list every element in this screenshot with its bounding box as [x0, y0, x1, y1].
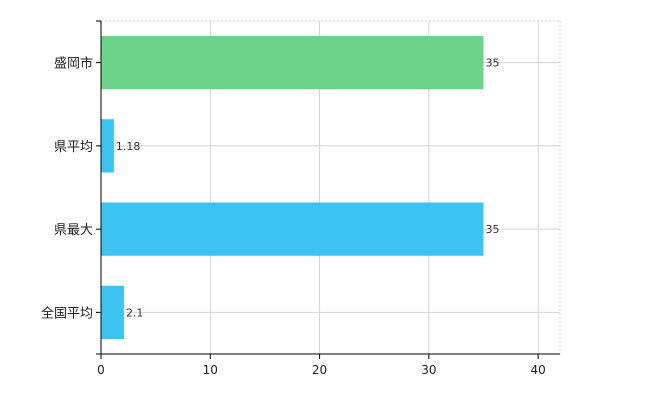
bar-2: [101, 202, 484, 256]
data-label-3: 2.1: [126, 306, 144, 319]
x-tick-label: 0: [97, 363, 105, 377]
category-label-2: 県最大: [54, 223, 93, 238]
data-label-0: 35: [486, 57, 500, 70]
bar-0: [101, 35, 484, 90]
bars: [101, 35, 484, 340]
x-tick-label: 30: [421, 363, 436, 377]
x-tick-label: 40: [531, 363, 546, 377]
x-tick-label: 10: [203, 363, 218, 377]
axes: [96, 20, 560, 359]
category-label-0: 盛岡市: [54, 56, 93, 72]
bar-1: [101, 119, 114, 173]
data-label-2: 35: [486, 223, 500, 236]
category-label-1: 県平均: [54, 140, 93, 155]
category-label-3: 全国平均: [41, 305, 93, 321]
data-label-1: 1.18: [116, 140, 141, 153]
x-tick-label: 20: [312, 363, 327, 377]
bar-3: [101, 285, 124, 340]
